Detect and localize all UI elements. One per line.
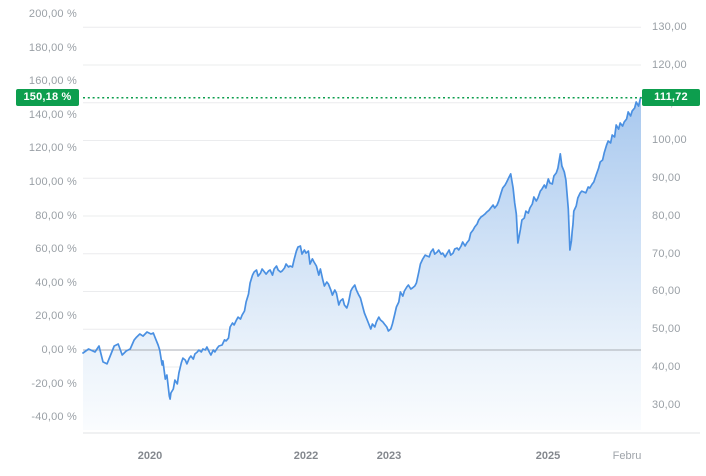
- y-axis-label-left-60: 60,00 %: [35, 243, 77, 255]
- price-area: [83, 97, 641, 430]
- y-axis-label-left-20: 20,00 %: [35, 310, 77, 322]
- x-axis-label-2023: 2023: [376, 450, 402, 462]
- x-axis-label-2020: 2020: [137, 450, 163, 462]
- current-price-value: 111,72: [654, 91, 688, 103]
- x-axis-label-2025: 2025: [535, 450, 561, 462]
- y-axis-label-right-70: 70,00: [652, 248, 681, 260]
- y-axis-label-left-140: 140,00 %: [28, 109, 77, 121]
- y-axis-label-left-80: 80,00 %: [35, 210, 77, 222]
- x-axis-label-2022: 2022: [293, 450, 319, 462]
- y-axis-label-left-200: 200,00 %: [28, 8, 77, 20]
- y-axis-label-left-40: 40,00 %: [35, 277, 77, 289]
- y-axis-label-right-90: 90,00: [652, 172, 681, 184]
- y-axis-label-right-80: 80,00: [652, 210, 681, 222]
- y-axis-label-left--20: -20,00 %: [31, 378, 77, 390]
- price-line: [82, 96, 642, 400]
- y-axis-label-right-100: 100,00: [652, 134, 687, 146]
- y-axis-label-left-160: 160,00 %: [28, 75, 77, 87]
- y-axis-label-right-60: 60,00: [652, 285, 681, 297]
- y-axis-label-right-120: 120,00: [652, 59, 687, 71]
- y-axis-label-left-100: 100,00 %: [28, 176, 77, 188]
- y-axis-label-right-40: 40,00: [652, 361, 681, 373]
- y-axis-label-right-130: 130,00: [652, 21, 687, 33]
- x-axis-label-Febru: Febru: [612, 450, 642, 462]
- current-percent-value: 150,18 %: [23, 91, 72, 103]
- current-price-badge: 111,72: [642, 89, 700, 106]
- current-percent-badge: 150,18 %: [16, 89, 79, 106]
- y-axis-label-right-30: 30,00: [652, 399, 681, 411]
- y-axis-label-right-50: 50,00: [652, 323, 681, 335]
- y-axis-label-left-120: 120,00 %: [28, 142, 77, 154]
- y-axis-label-left--40: -40,00 %: [31, 411, 77, 423]
- y-axis-label-left-0: 0,00 %: [41, 344, 77, 356]
- y-axis-label-left-180: 180,00 %: [28, 42, 77, 54]
